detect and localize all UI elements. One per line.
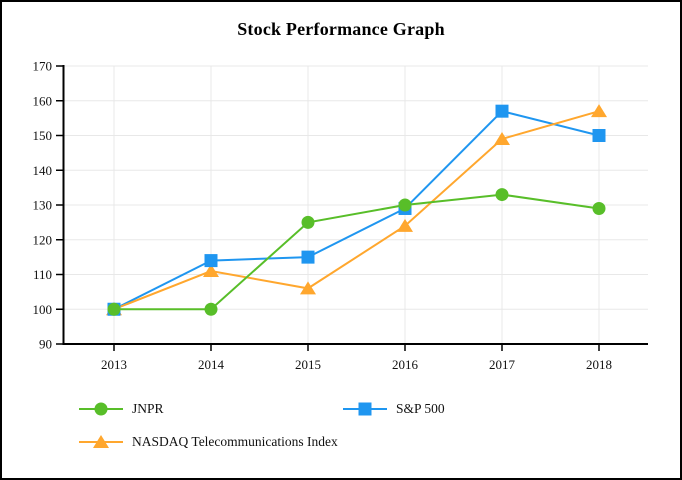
legend-marker-square bbox=[358, 402, 372, 416]
x-tick-label: 2014 bbox=[198, 357, 225, 372]
y-tick-label: 150 bbox=[33, 128, 53, 143]
legend-label-sp500: S&P 500 bbox=[396, 401, 445, 416]
square-marker-s-p-500 bbox=[495, 104, 509, 118]
legend-marker-triangle bbox=[93, 435, 109, 448]
triangle-marker-nasdaq-telecommunications-index bbox=[397, 218, 413, 232]
x-tick-label: 2013 bbox=[101, 357, 127, 372]
y-tick-label: 110 bbox=[33, 267, 52, 282]
nasdaq-line-triangle-swatch-icon bbox=[79, 435, 123, 448]
x-tick-label: 2016 bbox=[392, 357, 419, 372]
y-tick-label: 90 bbox=[39, 337, 52, 352]
x-tick-label: 2017 bbox=[489, 357, 516, 372]
circle-marker-jnpr bbox=[301, 215, 315, 229]
y-tick-label: 100 bbox=[33, 302, 53, 317]
series-markers-jnpr bbox=[107, 188, 606, 316]
circle-marker-jnpr bbox=[107, 302, 121, 316]
y-tick-label: 120 bbox=[33, 232, 53, 247]
square-marker-s-p-500 bbox=[204, 254, 218, 268]
circle-marker-jnpr bbox=[592, 201, 606, 215]
series-line-s-p-500 bbox=[113, 110, 600, 311]
square-marker-s-p-500 bbox=[301, 250, 315, 264]
triangle-marker-nasdaq-telecommunications-index bbox=[494, 131, 510, 145]
circle-marker-jnpr bbox=[495, 188, 509, 202]
chart-title: Stock Performance Graph bbox=[237, 19, 445, 39]
circle-marker-jnpr bbox=[204, 302, 218, 316]
x-tick-label: 2015 bbox=[295, 357, 321, 372]
triangle-marker-nasdaq-telecommunications-index bbox=[203, 264, 219, 278]
legend-item-jnpr: JNPR bbox=[78, 400, 164, 418]
legend-label-jnpr: JNPR bbox=[132, 401, 164, 416]
axes: 90 100 110 120 130 140 150 160 170 2013 2014 2015 20… bbox=[33, 59, 648, 372]
sp500-line-square-swatch-icon bbox=[343, 402, 387, 416]
circle-marker-jnpr bbox=[398, 198, 412, 212]
square-marker-s-p-500 bbox=[592, 129, 606, 142]
y-tick-label: 130 bbox=[33, 198, 53, 213]
y-tick-label: 170 bbox=[33, 59, 53, 74]
series-markers-s-p-500 bbox=[107, 104, 606, 316]
gridlines bbox=[63, 65, 648, 344]
triangle-marker-nasdaq-telecommunications-index bbox=[300, 281, 316, 295]
legend-marker-circle bbox=[94, 402, 108, 416]
legend-item-nasdaq-telecom: NASDAQ Telecommunications Index bbox=[78, 433, 338, 451]
legend-label-nasdaq-telecom: NASDAQ Telecommunications Index bbox=[132, 434, 338, 449]
y-tick-label: 160 bbox=[33, 93, 53, 108]
legend-item-sp500: S&P 500 bbox=[342, 400, 445, 418]
x-tick-label: 2018 bbox=[586, 357, 612, 372]
series-line-jnpr bbox=[114, 193, 600, 311]
series-line-nasdaq-telecommunications-index bbox=[113, 110, 600, 311]
jnpr-line-circle-swatch-icon bbox=[79, 402, 123, 416]
y-tick-label: 140 bbox=[33, 163, 53, 178]
triangle-marker-nasdaq-telecommunications-index bbox=[591, 104, 607, 118]
